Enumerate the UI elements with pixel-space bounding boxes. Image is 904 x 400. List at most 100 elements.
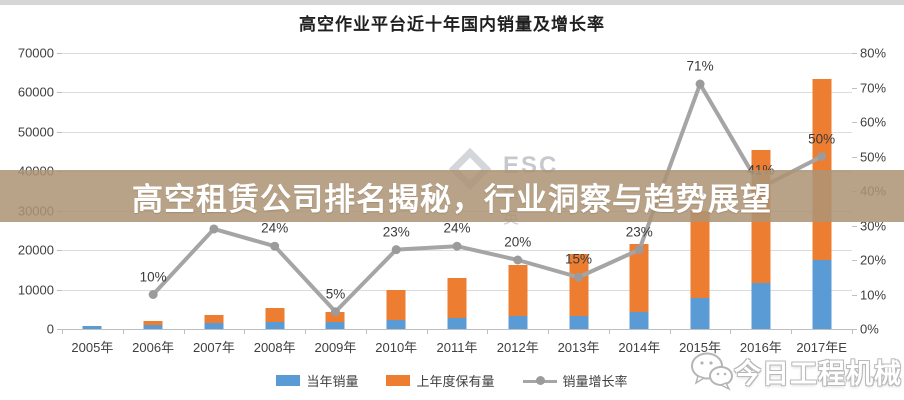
bar-current-year-sales — [265, 322, 285, 329]
bar-previous-year-fleet — [690, 210, 710, 298]
bottom-right-watermark: 今日工程机械 — [688, 350, 902, 392]
left-axis-tick — [57, 131, 62, 133]
left-axis-tick — [57, 329, 62, 330]
line-marker — [634, 245, 644, 255]
line-marker — [817, 152, 827, 161]
growth-rate-label: 71% — [686, 58, 714, 74]
bar-previous-year-fleet — [569, 253, 589, 316]
bar-previous-year-fleet — [447, 278, 467, 318]
headline-banner: 高空租赁公司排名揭秘，行业洞察与趋势展望 — [0, 170, 904, 222]
legend-item: 当年销量 — [276, 371, 358, 390]
bar-current-year-sales — [812, 260, 832, 329]
x-axis-tick — [730, 330, 732, 334]
bar-current-year-sales — [569, 315, 589, 329]
x-axis-tick — [365, 330, 367, 334]
chart-title: 高空作业平台近十年国内销量及增长率 — [299, 15, 605, 34]
growth-rate-label: 23% — [382, 224, 410, 240]
left-axis-tick — [57, 92, 62, 94]
bar-current-year-sales — [325, 321, 345, 329]
x-axis-category-label: 2009年 — [314, 340, 357, 355]
x-axis-category-label: 2007年 — [192, 340, 235, 355]
x-axis-category-label: 2011年 — [436, 340, 478, 355]
left-axis-tick — [57, 289, 62, 291]
chart-legend: 当年销量 上年度保有量 销量增长率 — [0, 371, 904, 390]
right-axis-tick — [852, 294, 857, 296]
x-axis-line — [62, 329, 852, 330]
bar-current-year-sales — [629, 312, 649, 329]
wechat-icon — [691, 352, 733, 391]
left-axis-tick-label: 70000 — [17, 45, 54, 61]
legend-label: 上年度保有量 — [416, 374, 495, 389]
x-axis-category-label: 2012年 — [496, 340, 539, 355]
x-axis-tick — [852, 330, 853, 334]
right-axis-tick-label: 10% — [860, 287, 887, 302]
top-border-strip — [0, 0, 904, 5]
gridline — [62, 131, 852, 133]
right-axis-tick-label: 60% — [860, 114, 887, 130]
legend-label: 当年销量 — [306, 374, 359, 389]
bar-previous-year-fleet — [386, 290, 406, 320]
left-axis-tick-label: 60000 — [17, 84, 54, 100]
line-marker — [330, 307, 340, 317]
growth-rate-label: 23% — [625, 224, 653, 240]
x-axis-category-label: 2010年 — [375, 340, 418, 355]
growth-rate-label: 5% — [325, 286, 346, 302]
x-axis-tick — [548, 330, 550, 334]
bar-current-year-sales — [508, 315, 528, 329]
bar-current-year-sales — [204, 323, 224, 329]
x-axis-tick — [122, 330, 124, 334]
headline-text: 高空租赁公司排名揭秘，行业洞察与趋势展望 — [132, 181, 772, 217]
right-axis-tick-label: 0% — [860, 321, 879, 337]
right-axis-tick-label: 80% — [860, 45, 887, 61]
x-axis-category-label: 2008年 — [253, 340, 296, 355]
legend-swatch — [386, 375, 411, 386]
bar-previous-year-fleet — [143, 320, 163, 326]
left-axis-tick — [57, 53, 62, 54]
legend-line-swatch — [522, 375, 557, 386]
growth-rate-label: 50% — [808, 131, 836, 146]
right-axis-tick — [852, 225, 857, 227]
bar-previous-year-fleet — [629, 243, 649, 313]
growth-rate-label: 10% — [139, 269, 167, 284]
growth-rate-label: 15% — [565, 251, 593, 267]
right-axis-tick — [852, 329, 857, 330]
line-marker — [574, 272, 584, 282]
bar-current-year-sales — [690, 297, 710, 329]
right-axis-tick-label: 70% — [860, 80, 887, 95]
legend-item: 上年度保有量 — [386, 371, 495, 390]
line-marker — [148, 290, 158, 299]
x-axis-tick — [244, 330, 246, 334]
bar-current-year-sales — [447, 317, 467, 329]
x-axis-category-label: 2014年 — [618, 340, 661, 355]
legend-label: 销量增长率 — [562, 374, 628, 389]
line-marker — [209, 224, 219, 234]
bottom-right-watermark-text: 今日工程机械 — [734, 358, 902, 389]
x-axis-category-label: 2013年 — [557, 340, 600, 355]
line-marker — [452, 241, 462, 251]
growth-rate-label: 24% — [261, 220, 289, 236]
right-axis-tick — [852, 87, 857, 89]
right-axis-tick — [852, 156, 857, 158]
legend-item: 销量增长率 — [522, 371, 628, 390]
right-axis-tick-label: 20% — [860, 252, 887, 268]
bar-current-year-sales — [386, 319, 406, 329]
right-axis-tick — [852, 122, 857, 123]
right-axis-tick — [852, 53, 857, 54]
bar-previous-year-fleet — [204, 315, 224, 324]
bar-previous-year-fleet — [508, 265, 528, 316]
left-axis-tick-label: 10000 — [17, 282, 54, 298]
legend-swatch — [276, 375, 301, 386]
right-axis-tick-label: 50% — [860, 149, 887, 164]
x-axis-category-label: 2005年 — [71, 340, 114, 355]
left-axis-tick-label: 0 — [46, 321, 54, 337]
bar-current-year-sales — [143, 325, 163, 329]
x-axis-tick — [608, 330, 610, 334]
x-axis-tick — [487, 330, 489, 334]
x-axis-category-label: 2017年E — [796, 340, 847, 355]
right-axis-tick — [852, 260, 857, 261]
x-axis-tick — [669, 330, 671, 334]
x-axis-tick — [62, 330, 63, 334]
line-marker — [513, 255, 523, 265]
